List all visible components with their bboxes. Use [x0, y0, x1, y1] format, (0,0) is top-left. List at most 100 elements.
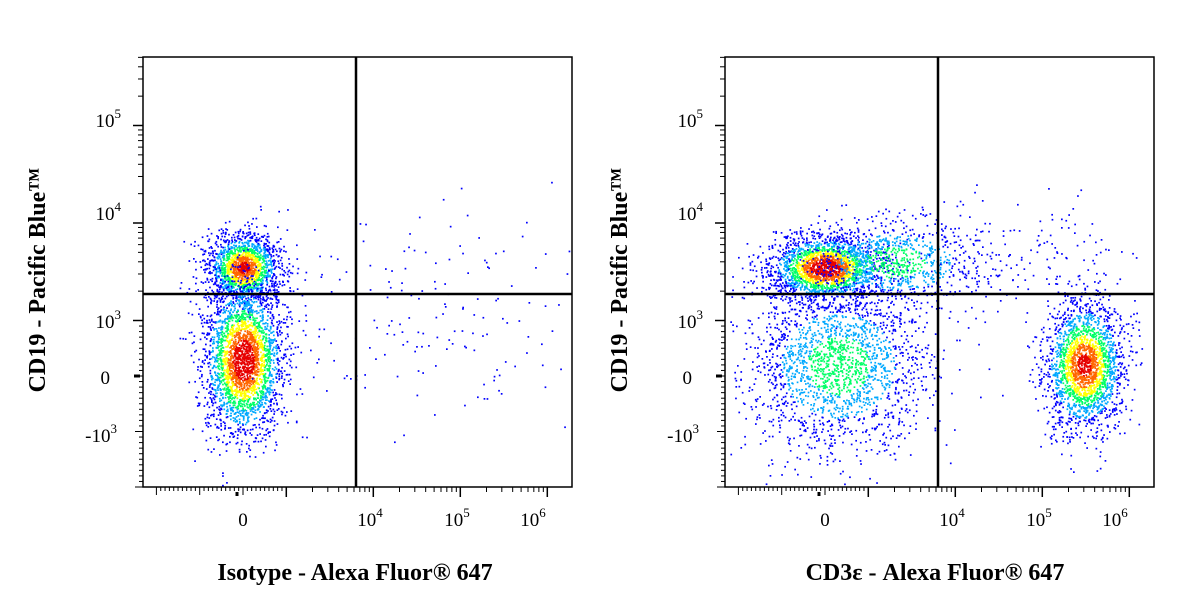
cell-event-dot [245, 327, 248, 330]
cell-event-dot [231, 283, 234, 286]
cell-event-dot [258, 323, 260, 325]
cell-event-dot [223, 388, 225, 391]
cell-event-dot [202, 259, 204, 262]
cell-event-dot [257, 383, 259, 385]
cell-event-dot [261, 289, 263, 292]
cell-event-dot [219, 409, 221, 412]
cell-event-dot [268, 390, 270, 393]
cell-event-dot [254, 337, 257, 340]
cell-event-dot [256, 382, 259, 384]
cell-event-dot [200, 266, 203, 269]
cell-event-dot [273, 420, 276, 422]
cell-event-dot [213, 409, 215, 412]
cell-event-dot [230, 309, 232, 312]
cell-event-dot [284, 304, 286, 306]
cell-event-dot [212, 384, 215, 386]
cell-event-dot [234, 280, 237, 282]
cell-event-dot [265, 280, 267, 282]
cell-event-dot [241, 328, 244, 330]
cell-event-dot [222, 249, 225, 252]
cell-events [179, 181, 571, 487]
cell-event-dot [239, 350, 242, 352]
cell-event-dot [231, 364, 234, 367]
cell-event-dot [227, 327, 229, 330]
cell-event-dot [251, 252, 253, 255]
cell-event-dot [238, 300, 241, 302]
cell-event-dot [272, 246, 275, 248]
cell-event-dot [248, 254, 251, 257]
cell-event-dot [282, 322, 285, 324]
cell-event-dot [444, 306, 447, 308]
cell-event-dot [230, 290, 233, 293]
cell-event-dot [260, 240, 263, 242]
cell-event-dot [254, 257, 256, 259]
cell-event-dot [227, 381, 230, 384]
cell-event-dot [276, 352, 279, 354]
cell-event-dot [266, 379, 269, 382]
cell-event-dot [242, 340, 245, 343]
cell-event-dot [252, 394, 255, 396]
cell-event-dot [244, 339, 247, 342]
cell-event-dot [230, 271, 233, 273]
cell-event-dot [221, 291, 223, 294]
cell-event-dot [252, 408, 255, 410]
cell-event-dot [247, 262, 249, 265]
cell-event-dot [263, 265, 265, 268]
cell-event-dot [233, 404, 236, 406]
cell-event-dot [417, 331, 420, 334]
cell-event-dot [244, 247, 246, 250]
cell-event-dot [237, 266, 239, 268]
cell-event-dot [257, 284, 260, 287]
cell-event-dot [234, 342, 236, 345]
cell-event-dot [261, 261, 264, 264]
cell-event-dot [225, 370, 228, 373]
cell-event-dot [238, 271, 240, 273]
cell-event-dot [217, 376, 219, 378]
cell-event-dot [218, 336, 220, 339]
cell-event-dot [182, 337, 185, 340]
cell-event-dot [235, 273, 238, 275]
cell-event-dot [225, 228, 227, 230]
cell-event-dot [254, 274, 256, 277]
y-tick-label: 104 [96, 199, 122, 225]
cell-event-dot [219, 272, 222, 275]
cell-event-dot [271, 349, 274, 352]
cell-event-dot [233, 384, 236, 386]
cell-event-dot [231, 398, 233, 400]
cell-event-dot [233, 334, 236, 337]
cell-event-dot [220, 228, 223, 230]
cell-event-dot [250, 261, 252, 264]
cell-event-dot [245, 360, 248, 363]
cell-event-dot [210, 324, 213, 326]
cell-event-dot [207, 421, 209, 424]
cell-event-dot [234, 355, 237, 358]
y-tick-label: 0 [101, 368, 111, 389]
cell-event-dot [225, 413, 228, 415]
cell-event-dot [240, 329, 242, 332]
cell-event-dot [215, 392, 217, 395]
cell-event-dot [273, 286, 275, 288]
cell-event-dot [244, 409, 246, 411]
cell-event-dot [244, 321, 247, 323]
cell-event-dot [262, 345, 265, 348]
cell-event-dot [201, 314, 204, 317]
cell-event-dot [223, 274, 226, 276]
cell-event-dot [287, 380, 290, 382]
cell-event-dot [228, 358, 231, 361]
cell-event-dot [266, 278, 268, 281]
cell-event-dot [253, 232, 256, 234]
cell-event-dot [235, 377, 237, 379]
cell-event-dot [235, 255, 238, 258]
cell-event-dot [241, 423, 244, 425]
cell-event-dot [262, 417, 264, 419]
cell-event-dot [266, 319, 269, 321]
cell-event-dot [219, 301, 222, 303]
cell-event-dot [222, 365, 225, 367]
cell-event-dot [239, 272, 242, 275]
cell-event-dot [236, 327, 238, 330]
cell-event-dot [241, 268, 243, 271]
cell-event-dot [204, 417, 207, 420]
cell-event-dot [338, 278, 341, 281]
cell-event-dot [268, 339, 270, 342]
